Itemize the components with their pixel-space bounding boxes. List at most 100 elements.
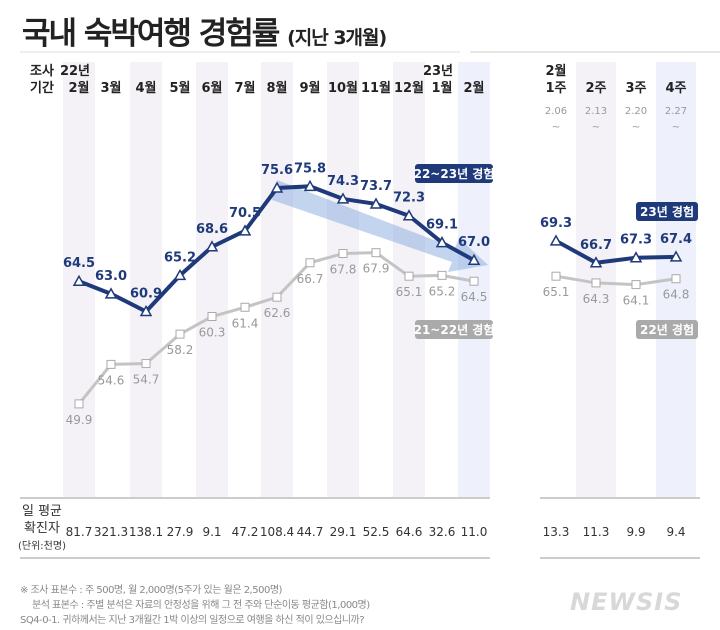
data-point [338, 249, 348, 259]
data-label: 67.8 [330, 263, 357, 277]
legend-box [415, 164, 493, 183]
data-label: 65.2 [164, 250, 196, 265]
data-point [270, 181, 284, 193]
data-point [272, 292, 282, 302]
data-label: 58.2 [167, 343, 194, 357]
data-label: 69.3 [540, 216, 572, 231]
footnotes: ※ 조사 표본수 : 주 500명, 월 2,000명(5주가 있는 월은 2,… [20, 585, 370, 626]
data-label: 73.7 [360, 179, 392, 194]
trend-arrow [272, 180, 488, 272]
daily-cases-value: 11.0 [461, 525, 488, 539]
x-tick-label: 2월 [463, 80, 484, 96]
data-point [240, 302, 250, 312]
data-label: 60.9 [130, 286, 162, 301]
x-tick-label: 12월 [394, 80, 424, 96]
data-point [303, 179, 317, 192]
x-tick-label: 8월 [266, 80, 287, 96]
x-tick-label: 9월 [299, 80, 320, 96]
data-point [437, 270, 447, 280]
data-point [72, 274, 86, 286]
daily-cases-value: 32.6 [429, 525, 456, 539]
x-tick-label: 4월 [135, 80, 156, 96]
x-tick-label: 3주 [625, 81, 646, 96]
column-band [261, 62, 293, 497]
daily-cases-value: 52.5 [363, 525, 390, 539]
daily-cases-value: 64.6 [396, 525, 423, 539]
data-point [551, 271, 561, 281]
daily-cases-value: 27.9 [167, 525, 194, 539]
week-date: 2.27 [665, 106, 687, 117]
data-label: 64.8 [663, 288, 690, 302]
data-point [74, 399, 84, 409]
data-label: 64.1 [623, 294, 650, 308]
data-point [141, 359, 151, 369]
data-label: 65.1 [543, 285, 570, 299]
x-tick-label: 3월 [100, 80, 121, 96]
data-point [207, 312, 217, 322]
week-date: ~ [632, 122, 640, 133]
data-label: 68.6 [196, 222, 228, 237]
legend-label: 21~22년 경험 [414, 322, 495, 337]
data-label: 62.6 [264, 306, 291, 320]
data-label: 60.3 [199, 326, 226, 340]
data-point [238, 224, 252, 236]
cases-row-label: 확진자 [24, 521, 60, 536]
x-tick-label: 7월 [234, 80, 255, 96]
data-point [631, 280, 641, 290]
daily-cases-value: 9.4 [666, 525, 685, 539]
legend-label: 23년 경험 [640, 204, 694, 219]
data-label: 64.5 [63, 256, 95, 271]
data-label: 54.7 [133, 373, 160, 387]
x-tick-label: 1월 [431, 80, 452, 96]
x-tick-label: 5월 [169, 80, 190, 96]
data-point [336, 192, 350, 204]
legend-box [636, 202, 698, 221]
data-label: 75.6 [261, 163, 293, 178]
data-point [589, 256, 603, 268]
newsis-logo: NEWSIS [570, 588, 683, 616]
daily-cases-value: 9.9 [626, 525, 645, 539]
column-band [196, 62, 228, 497]
data-label: 65.1 [396, 285, 423, 299]
data-label: 67.9 [363, 262, 390, 276]
data-label: 64.5 [461, 290, 488, 304]
daily-cases-value: 11.3 [583, 525, 610, 539]
data-point [469, 276, 479, 286]
week-date: 2.20 [625, 106, 647, 117]
x-tick-label: 2월 [68, 80, 89, 96]
data-label: 54.6 [98, 373, 125, 387]
chart-title: 국내 숙박여행 경험률 (지난 3개월) [22, 16, 387, 52]
cases-row-label: 일 평균 [22, 504, 62, 519]
daily-cases-value: 47.2 [232, 525, 259, 539]
column-band [130, 62, 162, 497]
data-label: 63.0 [95, 269, 127, 284]
week-date: ~ [672, 122, 680, 133]
data-point [402, 209, 416, 221]
x-tick-label: 11월 [361, 80, 391, 96]
x-tick-label: 4주 [665, 81, 686, 96]
legend-label: 22년 경험 [640, 322, 694, 337]
x-tick-label: 6월 [201, 80, 222, 96]
x-tick-label: 10월 [328, 80, 358, 96]
data-point [305, 258, 315, 268]
data-point [671, 274, 681, 284]
data-label: 67.0 [458, 235, 490, 250]
data-point [173, 268, 187, 281]
daily-cases-value: 321.3 [94, 525, 128, 539]
data-label: 66.7 [580, 238, 612, 253]
daily-cases-value: 9.1 [202, 525, 221, 539]
week-date: 2.13 [585, 106, 607, 117]
data-point [175, 329, 185, 339]
data-point [139, 304, 153, 317]
week-date: ~ [552, 122, 560, 133]
data-point [369, 197, 383, 209]
period-label: 기간 [30, 80, 54, 96]
legend-box [636, 320, 698, 339]
data-point [104, 287, 118, 299]
data-point [435, 236, 449, 248]
data-label: 49.9 [66, 413, 93, 427]
series-line [555, 239, 677, 265]
data-point [467, 253, 481, 265]
daily-cases-value: 138.1 [129, 525, 163, 539]
